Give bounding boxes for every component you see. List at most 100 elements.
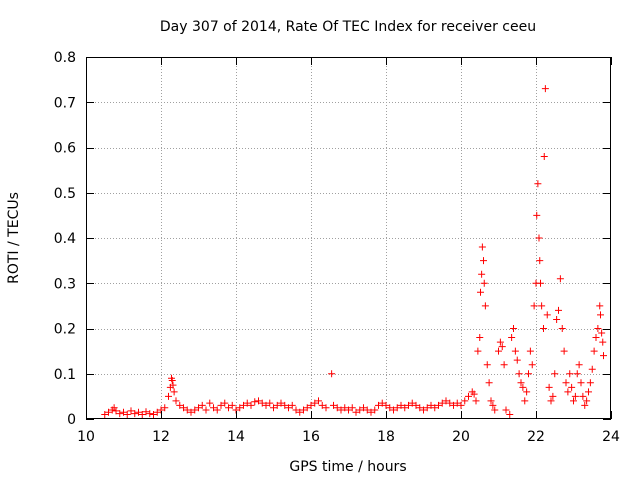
data-point xyxy=(566,370,574,378)
data-point xyxy=(345,406,352,414)
data-point xyxy=(195,404,202,412)
data-point xyxy=(405,401,412,409)
data-point xyxy=(397,401,405,409)
data-point xyxy=(202,406,210,414)
data-point xyxy=(307,401,315,409)
data-point xyxy=(457,401,465,409)
data-point xyxy=(585,388,592,396)
x-tick-label: 14 xyxy=(227,429,245,445)
data-point xyxy=(217,401,225,409)
data-point xyxy=(367,408,375,416)
y-tick-label: 0 xyxy=(67,412,76,428)
x-tick-label: 20 xyxy=(452,429,470,445)
data-point xyxy=(581,401,589,409)
grid-layer xyxy=(86,57,611,419)
data-point xyxy=(198,401,206,409)
data-point xyxy=(543,311,551,319)
data-point xyxy=(450,401,457,409)
data-point xyxy=(597,311,604,319)
data-point xyxy=(127,407,135,415)
data-point xyxy=(135,408,142,416)
data-point xyxy=(356,406,364,414)
y-tick-label: 0.1 xyxy=(54,367,76,383)
data-point xyxy=(599,338,607,346)
data-point xyxy=(568,383,576,391)
data-point xyxy=(165,392,172,400)
data-point xyxy=(535,234,543,242)
data-point xyxy=(318,401,326,409)
data-point xyxy=(480,257,487,265)
data-point xyxy=(322,404,330,412)
data-point xyxy=(187,408,195,416)
y-tick-label: 0.5 xyxy=(54,186,76,202)
data-point xyxy=(408,399,416,407)
data-point xyxy=(131,410,139,418)
data-point xyxy=(491,406,499,414)
data-point xyxy=(538,302,546,310)
data-point xyxy=(446,399,454,407)
data-point xyxy=(474,347,482,355)
data-point xyxy=(540,153,548,161)
data-point xyxy=(169,381,177,389)
data-point xyxy=(333,404,341,412)
x-tick-label: 16 xyxy=(302,429,320,445)
data-point xyxy=(228,401,236,409)
x-tick-label: 18 xyxy=(377,429,395,445)
data-point xyxy=(442,397,450,405)
data-point xyxy=(481,302,489,310)
data-point xyxy=(513,356,521,364)
data-point xyxy=(262,401,270,409)
data-point xyxy=(153,408,161,416)
data-point xyxy=(435,401,442,409)
data-point xyxy=(498,343,506,351)
data-point xyxy=(120,408,127,416)
data-point xyxy=(240,401,247,409)
data-point xyxy=(530,302,538,310)
data-point xyxy=(382,401,390,409)
data-point xyxy=(453,399,461,407)
data-point xyxy=(598,329,606,337)
data-point xyxy=(292,406,300,414)
data-point xyxy=(112,407,120,415)
data-point xyxy=(247,401,255,409)
data-point xyxy=(500,361,508,369)
y-tick-label: 0.2 xyxy=(54,322,76,338)
data-point xyxy=(360,404,367,412)
data-point xyxy=(579,392,587,400)
data-point xyxy=(123,410,131,418)
ticks-layer: 10 12 14 16 18 20 22 24 0 0.1 0.2 0.3 0.4 0.5 0.6 0.7 0.… xyxy=(54,50,620,445)
data-point xyxy=(555,306,562,314)
data-point xyxy=(573,370,581,378)
data-point xyxy=(461,397,469,405)
data-point xyxy=(470,390,478,398)
data-point xyxy=(583,397,591,405)
data-point xyxy=(502,406,510,414)
data-point xyxy=(285,404,292,412)
data-point xyxy=(150,410,157,418)
data-point xyxy=(183,406,191,414)
data-point xyxy=(517,379,525,387)
data-point xyxy=(142,408,150,416)
data-point xyxy=(510,325,517,332)
data-point xyxy=(476,334,484,342)
data-point xyxy=(478,270,486,278)
data-point xyxy=(496,338,504,346)
data-point xyxy=(168,377,176,385)
data-point xyxy=(571,392,579,400)
data-point xyxy=(495,347,502,355)
data-point xyxy=(596,302,604,310)
data-point xyxy=(300,406,307,414)
data-point xyxy=(303,404,311,412)
data-point xyxy=(258,399,266,407)
data-point xyxy=(526,347,534,355)
data-point xyxy=(438,399,446,407)
data-point xyxy=(508,334,516,342)
data-point xyxy=(348,404,356,412)
data-point xyxy=(523,388,531,396)
data-point xyxy=(255,397,262,405)
data-point xyxy=(277,399,285,407)
data-point xyxy=(386,404,394,412)
data-point xyxy=(401,404,409,412)
data-point xyxy=(506,410,514,418)
